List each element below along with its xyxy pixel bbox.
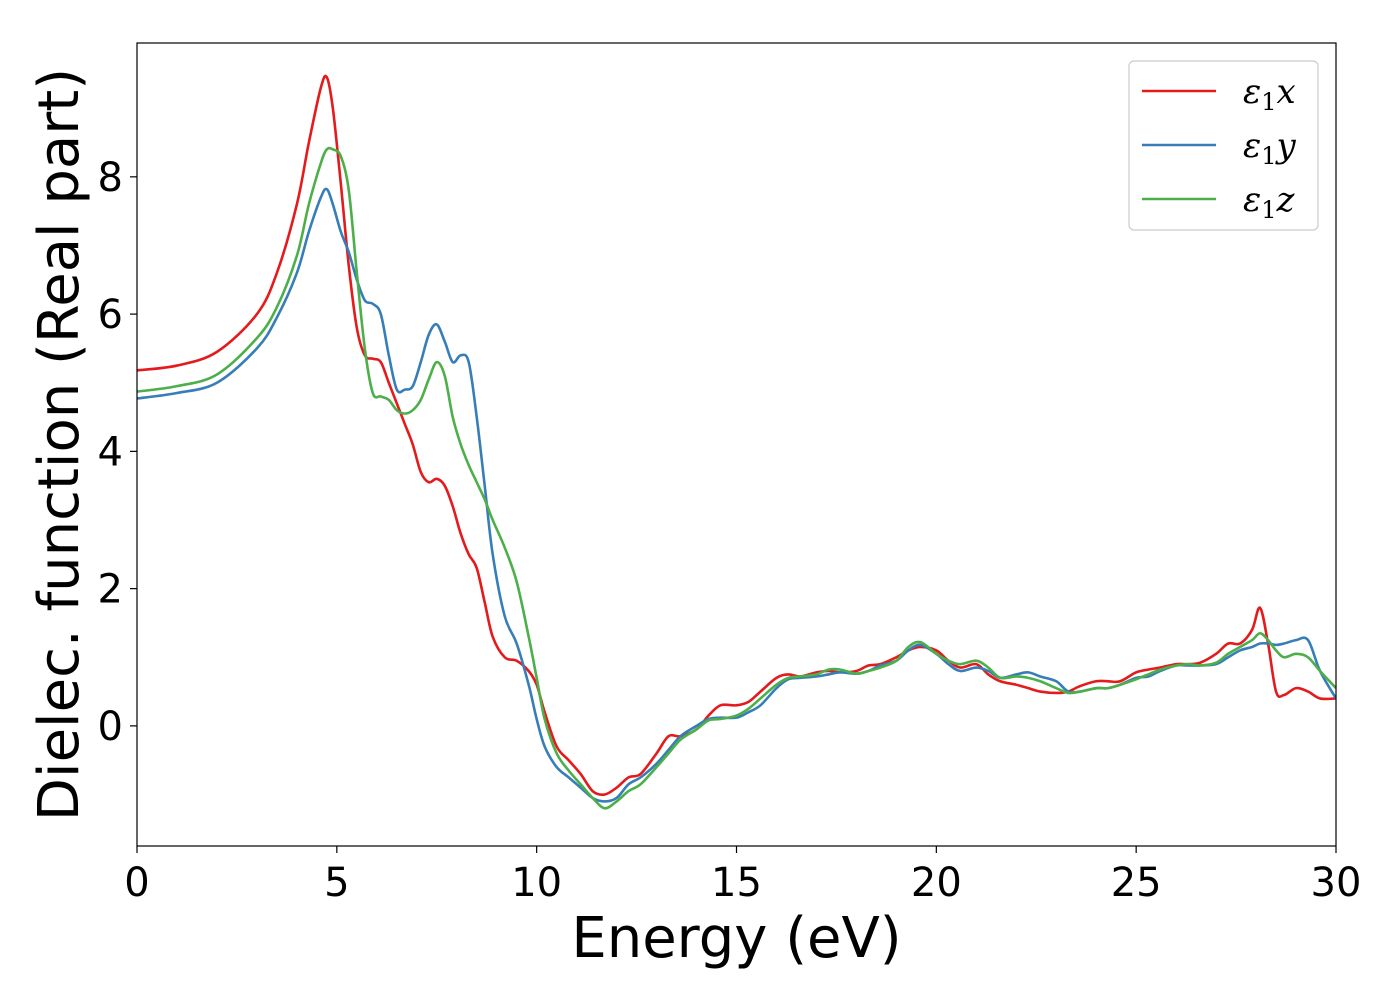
- x-tick-label: 15: [711, 860, 762, 906]
- legend: ε1x ε1y ε1z: [1128, 60, 1319, 231]
- series-line-z: [137, 146, 1336, 810]
- x-tick-label: 30: [1311, 860, 1362, 906]
- series-line-x: [137, 74, 1336, 797]
- legend-label-x: ε1x: [1243, 72, 1296, 116]
- y-axis-title: Dielec. function (Real part): [27, 68, 92, 821]
- x-tick-label: 0: [124, 860, 149, 906]
- x-tick-label: 5: [324, 860, 349, 906]
- x-axis-title: Energy (eV): [571, 906, 901, 971]
- y-axis: 0 2 4 6 8: [98, 155, 137, 750]
- y-tick-label: 4: [98, 429, 123, 475]
- y-tick-label: 2: [98, 567, 123, 613]
- legend-label-y: ε1y: [1243, 126, 1297, 170]
- legend-frame: [1128, 60, 1319, 231]
- y-tick-label: 8: [98, 155, 123, 201]
- x-tick-label: 10: [511, 860, 562, 906]
- y-tick-label: 6: [98, 292, 123, 338]
- x-tick-label: 20: [911, 860, 962, 906]
- x-tick-label: 25: [1111, 860, 1162, 906]
- legend-label-z: ε1z: [1243, 180, 1296, 224]
- y-tick-label: 0: [98, 704, 123, 750]
- series-layer: [137, 74, 1336, 810]
- series-line-y: [137, 187, 1336, 803]
- x-axis: 0 5 10 15 20 25 30: [124, 846, 1361, 906]
